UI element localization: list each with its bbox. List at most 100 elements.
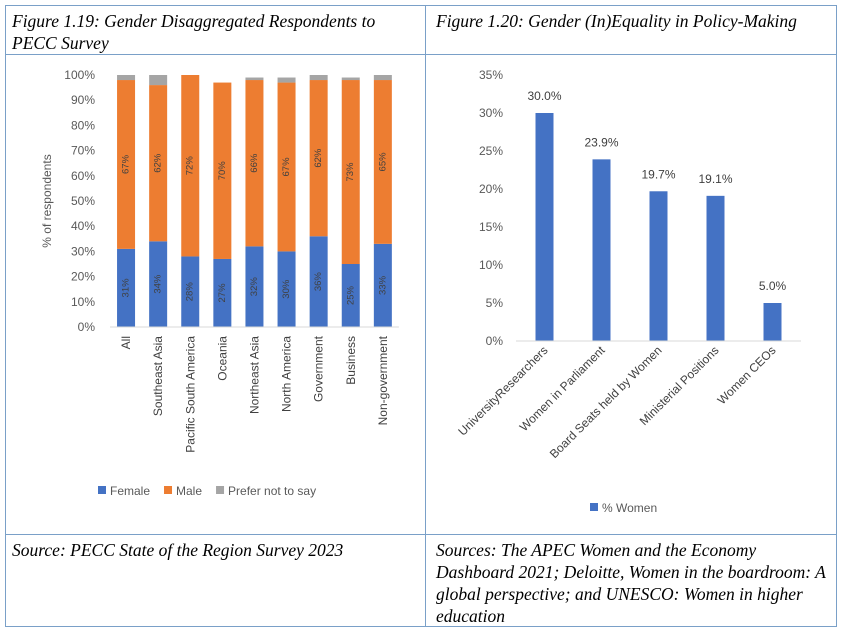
- y-tick-label: 100%: [64, 68, 95, 82]
- y-tick-label: 40%: [71, 219, 95, 233]
- left-caption: Figure 1.19: Gender Disaggregated Respon…: [12, 11, 376, 53]
- y-tick-label: 20%: [479, 182, 503, 196]
- bar-women: [649, 191, 668, 341]
- y-tick-label: 0%: [486, 334, 504, 348]
- table-border: [5, 5, 837, 627]
- legend-swatch: [216, 486, 225, 494]
- bar-female: [245, 246, 264, 327]
- y-tick-label: 10%: [71, 295, 95, 309]
- bar-prefer-not-to-say: [149, 75, 168, 86]
- x-tick-label: Oceania: [215, 336, 229, 381]
- data-label: 5.0%: [759, 279, 787, 293]
- y-tick-label: 30%: [71, 244, 95, 258]
- bar-male: [373, 80, 392, 244]
- data-label: 62%: [153, 153, 164, 173]
- bar-female: [181, 256, 200, 327]
- women-bar-chart: 0%5%10%15%20%25%30%35%30.0%UniversityRes…: [455, 68, 801, 515]
- legend-swatch: [98, 486, 106, 494]
- bar-women: [706, 195, 725, 341]
- data-label: 28%: [185, 282, 196, 302]
- bar-female: [213, 258, 232, 327]
- x-tick-label: Business: [344, 336, 358, 385]
- data-label: 25%: [345, 285, 356, 305]
- bar-male: [213, 82, 232, 259]
- bar-women: [763, 303, 782, 341]
- data-label: 23.9%: [584, 135, 618, 149]
- data-label: 67%: [281, 157, 292, 177]
- legend-swatch: [164, 486, 173, 494]
- x-tick-label: Board Seats held by Women: [547, 343, 665, 461]
- bar-women: [592, 159, 611, 341]
- bar-prefer-not-to-say: [309, 75, 328, 81]
- y-tick-label: 70%: [71, 144, 95, 158]
- x-tick-label: North America: [280, 336, 294, 412]
- left-source: Source: PECC State of the Region Survey …: [12, 540, 344, 560]
- data-label: 19.1%: [698, 172, 732, 186]
- data-label: 72%: [185, 156, 196, 176]
- data-label: 65%: [377, 152, 388, 172]
- y-tick-label: 50%: [71, 194, 95, 208]
- y-tick-label: 30%: [479, 106, 503, 120]
- data-label: 70%: [217, 161, 228, 181]
- y-tick-label: 0%: [78, 320, 96, 334]
- data-label: 36%: [313, 272, 324, 292]
- x-tick-label: Women CEOs: [715, 343, 779, 407]
- x-tick-label: Northeast Asia: [247, 336, 261, 414]
- bar-male: [117, 80, 136, 249]
- bar-prefer-not-to-say: [277, 77, 296, 83]
- data-label: 27%: [217, 283, 228, 303]
- data-label: 30%: [281, 279, 292, 299]
- y-tick-label: 5%: [486, 296, 504, 310]
- data-label: 32%: [249, 277, 260, 297]
- bar-male: [245, 80, 264, 247]
- bar-male: [309, 80, 328, 237]
- y-tick-label: 35%: [479, 68, 503, 82]
- bar-male: [341, 80, 360, 264]
- data-label: 62%: [313, 148, 324, 168]
- legend-label: Prefer not to say: [228, 484, 316, 498]
- legend-label: % Women: [602, 501, 657, 515]
- data-label: 33%: [377, 275, 388, 295]
- bar-prefer-not-to-say: [341, 77, 360, 81]
- bar-female: [149, 241, 168, 327]
- bar-women: [535, 113, 554, 341]
- x-tick-label: All: [119, 336, 133, 349]
- data-label: 30.0%: [527, 89, 561, 103]
- x-tick-label: Southeast Asia: [151, 336, 165, 416]
- y-tick-label: 60%: [71, 169, 95, 183]
- x-tick-label: Non-government: [376, 335, 390, 425]
- stacked-bar-chart: 0% 10% 20% 30% 40% 50% 60% 70% 80% 90% 100% % of re…: [40, 68, 399, 498]
- y-tick-label: 25%: [479, 144, 503, 158]
- right-source: Sources: The APEC Women and the Economy …: [436, 540, 826, 626]
- data-label: 34%: [153, 274, 164, 294]
- bar-prefer-not-to-say: [373, 75, 392, 81]
- y-tick-label: 20%: [71, 270, 95, 284]
- bar-female: [309, 236, 328, 327]
- y-tick-label: 15%: [479, 220, 503, 234]
- data-label: 66%: [249, 153, 260, 173]
- data-label: 19.7%: [641, 167, 675, 181]
- data-label: 31%: [121, 278, 132, 298]
- bar-male: [277, 82, 296, 252]
- bar-prefer-not-to-say: [117, 75, 136, 81]
- bar-female: [373, 243, 392, 327]
- bar-female: [341, 264, 360, 327]
- x-tick-label: Government: [312, 335, 326, 402]
- y-tick-label: 80%: [71, 118, 95, 132]
- y-tick-label: 10%: [479, 258, 503, 272]
- x-tick-label: Pacific South America: [183, 336, 197, 453]
- row-divider-source: [5, 534, 837, 535]
- data-label: 67%: [121, 154, 132, 174]
- y-tick-label: 90%: [71, 93, 95, 107]
- column-divider: [425, 5, 426, 627]
- legend-label: Female: [110, 484, 150, 498]
- bar-male: [149, 85, 168, 242]
- y-axis-label: % of respondents: [40, 154, 54, 247]
- row-divider-caption: [5, 54, 837, 55]
- right-caption: Figure 1.20: Gender (In)Equality in Poli…: [436, 11, 797, 31]
- bar-female: [117, 248, 136, 327]
- bar-prefer-not-to-say: [245, 77, 264, 81]
- legend-swatch: [590, 503, 598, 511]
- bar-female: [277, 251, 296, 327]
